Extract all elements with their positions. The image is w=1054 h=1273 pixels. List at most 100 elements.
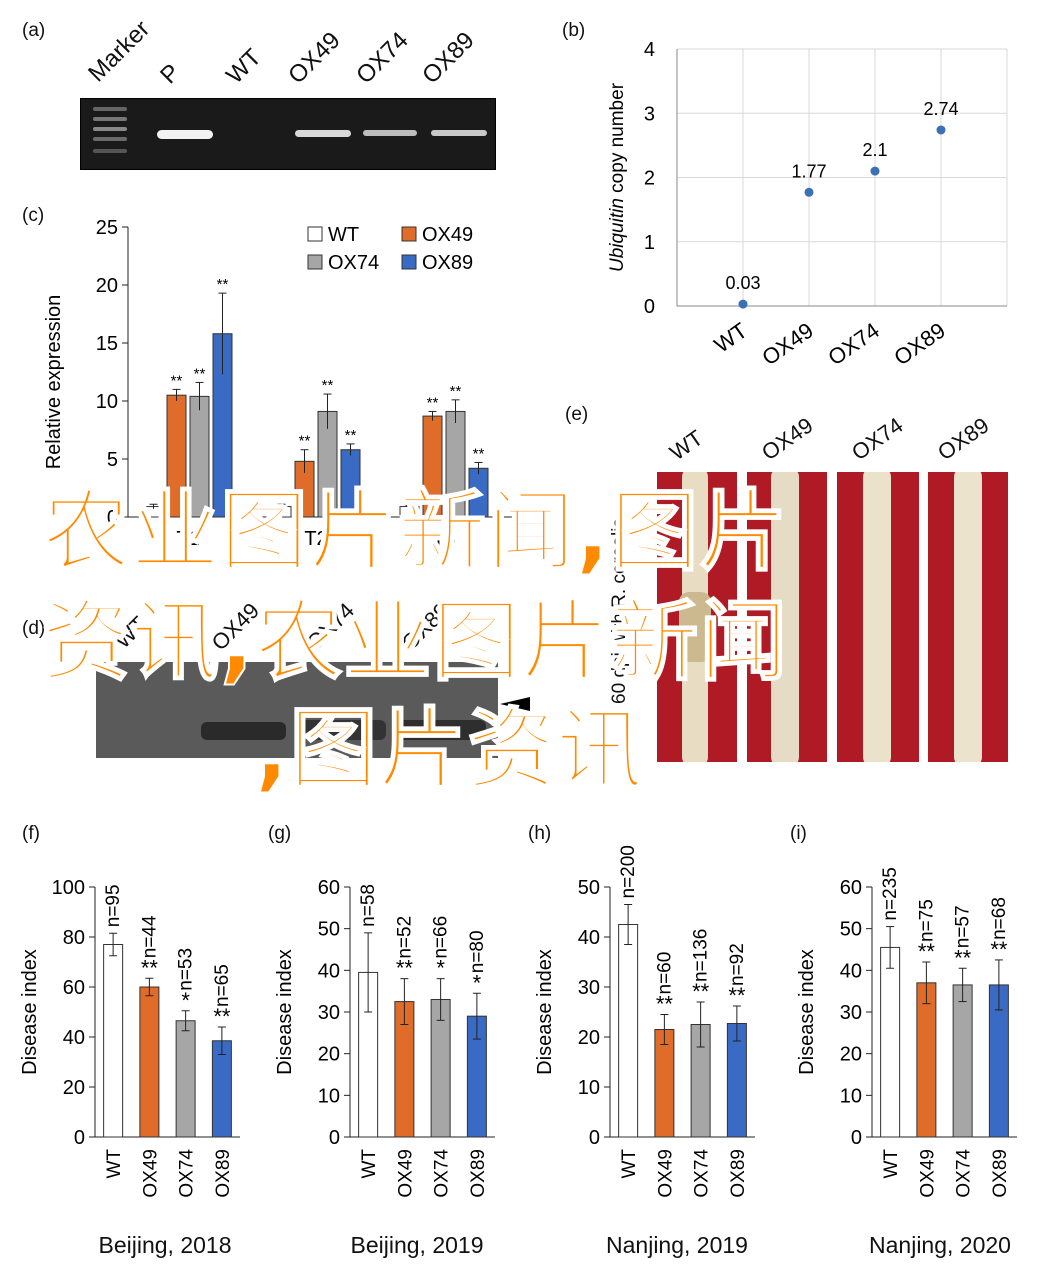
y-tick-label: 40 (840, 960, 862, 982)
y-tick-label: 5 (107, 449, 118, 471)
bar-ox89 (211, 1040, 232, 1138)
y-axis-label: Disease index (19, 949, 41, 1075)
significance-mark: ** (217, 276, 229, 293)
significance-mark: ** (396, 956, 414, 981)
marker-band (93, 117, 127, 121)
y-tick-label: 20 (63, 1077, 85, 1099)
panel-h-letter: (h) (528, 823, 552, 844)
band-p (157, 130, 213, 139)
significance-mark: ** (299, 433, 311, 450)
y-tick-label: 60 (63, 977, 85, 999)
sample-size-label: n=44 (139, 915, 160, 958)
y-tick-label: 0 (329, 1127, 340, 1149)
watermark-line-2: 资讯,农业图片新闻 (41, 590, 789, 693)
x-tick-label: OX89 (468, 1149, 489, 1198)
legend-swatch-wt (307, 226, 323, 242)
legend-swatch-ox49 (401, 226, 417, 242)
significance-mark: ** (990, 937, 1008, 962)
y-axis-label: Relative expression (43, 295, 65, 470)
panel-g-letter: (g) (268, 823, 292, 844)
chart-b-ubiquitin: 0 1 2 3 4 0.03 WT 1.77 OX49 2.1 OX74 2.74 OX89 Ubiqui… (607, 39, 1008, 371)
arrow-icon (500, 697, 530, 711)
y-tick-label: 0 (851, 1127, 862, 1149)
x-tick-label: OX89 (728, 1149, 749, 1198)
sample-size-label: n=95 (103, 884, 124, 927)
significance-mark: ** (322, 377, 334, 394)
scatter-point (870, 166, 880, 176)
x-tick-label: OX49 (757, 318, 817, 371)
y-tick-label: 20 (840, 1044, 862, 1066)
y-tick-label: 20 (318, 1044, 340, 1066)
panel-f-letter: (f) (22, 823, 40, 844)
blot-image (96, 662, 498, 758)
scatter-point (804, 187, 814, 197)
y-tick-label: 40 (578, 927, 600, 949)
sample-size-label: n=200 (618, 845, 639, 898)
significance-mark: * (181, 988, 190, 1013)
y-tick-label: 50 (578, 877, 600, 899)
x-tick-label: T3 (432, 528, 455, 550)
lane-label-ox89: OX89 (417, 26, 480, 90)
bar-ox49 (916, 982, 937, 1138)
x-tick-label: OX74 (692, 1149, 713, 1198)
significance-mark: ** (171, 372, 183, 389)
location-g: Beijing, 2019 (350, 1232, 484, 1258)
watermark-line-3: ,图片资讯 (254, 698, 646, 801)
y-tick-label: 20 (578, 1027, 600, 1049)
legend-label: WT (328, 224, 359, 246)
stem-photo-ox49 (747, 472, 827, 762)
lane-label-wt: WT (221, 43, 267, 90)
marker-band (93, 127, 127, 131)
x-tick-label: OX49 (917, 1149, 938, 1198)
watermark-line-1: 农业图片新闻,图片 (41, 480, 789, 583)
scatter-point (936, 125, 946, 135)
data-label: 2.1 (862, 140, 887, 160)
y-tick-label: 60 (318, 877, 340, 899)
bar-wt (103, 944, 124, 1138)
sample-size-label: n=80 (467, 930, 488, 973)
y-tick-label: 0 (644, 296, 655, 318)
blot-band (301, 720, 386, 740)
photo-label-ox74: OX74 (847, 412, 908, 466)
significance-mark: ** (656, 992, 674, 1017)
significance-mark: ** (194, 365, 206, 382)
marker-band (93, 107, 127, 111)
y-tick-label: 2 (644, 168, 655, 190)
y-tick-label: 10 (578, 1077, 600, 1099)
y-tick-label: 60 (840, 877, 862, 899)
sample-size-label: n=136 (691, 929, 712, 982)
y-tick-label: 20 (96, 275, 118, 297)
bar-ox74 (175, 1020, 196, 1138)
x-tick-label: OX49 (655, 1149, 676, 1198)
x-tick-label: OX74 (177, 1149, 198, 1198)
lane-label-marker: Marker (83, 15, 156, 88)
stem-photo-ox89 (928, 472, 1008, 762)
y-axis-label: Disease index (274, 949, 296, 1075)
x-tick-label: OX74 (954, 1149, 975, 1198)
band-ox74 (363, 130, 417, 136)
chart-c-relative-expression: 0 5 10 15 20 25 Relative expression ** ** ** T1 ** *… (43, 217, 512, 550)
data-label: 2.74 (923, 99, 958, 119)
legend-swatch-ox89 (401, 254, 417, 270)
x-tick-label: WT (881, 1149, 902, 1179)
x-tick-label: T1 (176, 528, 199, 550)
sample-size-label: n=57 (953, 905, 974, 948)
significance-mark: ** (345, 427, 357, 444)
y-tick-label: 25 (96, 217, 118, 239)
legend-label: OX49 (422, 224, 473, 246)
significance-mark: * (436, 956, 445, 981)
sample-size-label: n=58 (358, 884, 379, 927)
y-tick-label: 3 (644, 103, 655, 125)
blot-band (396, 720, 486, 740)
panel-e-letter: (e) (565, 404, 589, 425)
x-tick-label: OX89 (889, 318, 949, 371)
data-label: 1.77 (791, 161, 826, 181)
gel-image (80, 98, 496, 170)
data-label: 0.03 (725, 273, 760, 293)
y-tick-label: 15 (96, 333, 118, 355)
y-tick-label: 50 (318, 919, 340, 941)
significance-mark: ** (141, 955, 159, 980)
photo-label-ox89: OX89 (933, 412, 994, 466)
